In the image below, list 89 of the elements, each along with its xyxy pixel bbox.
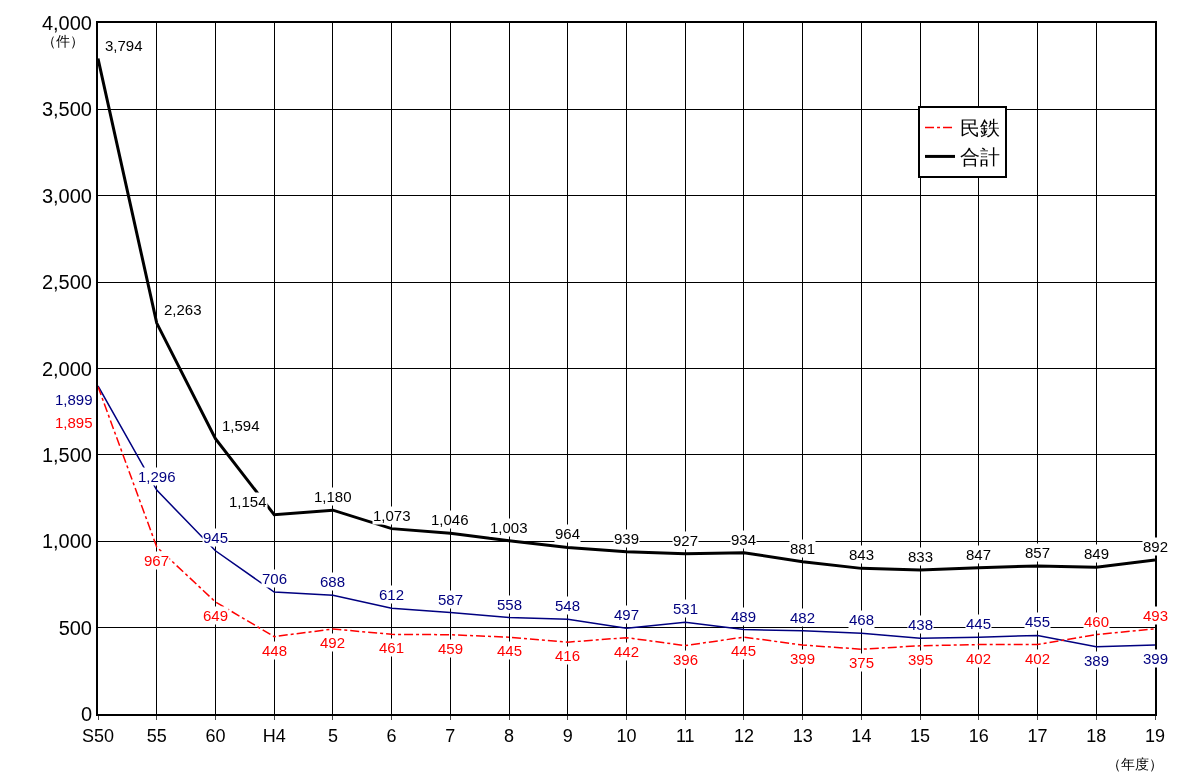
- y-tick-label: 1,500: [41, 443, 92, 466]
- data-label: 833: [908, 548, 934, 565]
- x-tick-label: 7: [445, 725, 456, 746]
- data-label: 706: [262, 570, 288, 587]
- data-label: 531: [673, 600, 699, 617]
- legend-label: 合計: [960, 146, 1001, 169]
- data-label: 558: [497, 596, 523, 613]
- data-label: 460: [1084, 613, 1110, 630]
- data-label: 416: [555, 647, 581, 664]
- y-tick-label: 2,000: [41, 357, 92, 380]
- data-label: 857: [1025, 544, 1051, 561]
- x-tick-label: 5: [327, 725, 338, 746]
- data-label: 3,794: [105, 37, 143, 54]
- data-label: 438: [908, 616, 934, 633]
- x-tick-label: 60: [205, 725, 226, 746]
- data-label: 849: [1084, 545, 1110, 562]
- x-tick-label: 10: [616, 725, 637, 746]
- data-label: 649: [203, 607, 229, 624]
- x-tick-label: 19: [1144, 725, 1166, 746]
- data-label: 1,899: [55, 391, 93, 408]
- text: （件）: [42, 33, 84, 49]
- data-label: 375: [849, 654, 875, 671]
- x-tick-label: 15: [910, 725, 931, 746]
- x-tick-label: 16: [968, 725, 989, 746]
- x-tick-label: 9: [562, 725, 573, 746]
- data-label: 482: [790, 609, 816, 626]
- data-label: 497: [614, 606, 640, 623]
- data-label: 548: [555, 597, 581, 614]
- data-label: 939: [614, 530, 640, 547]
- data-label: 688: [320, 573, 346, 590]
- y-tick-label: 1,000: [41, 530, 92, 553]
- data-label: 1,594: [222, 417, 260, 434]
- x-tick-label: 8: [504, 725, 515, 746]
- data-label: 1,003: [490, 519, 528, 536]
- data-label: 445: [731, 642, 757, 659]
- data-label: 459: [438, 640, 464, 657]
- data-label: 2,263: [164, 301, 202, 318]
- data-label: 945: [203, 529, 229, 546]
- data-label: 964: [555, 525, 581, 542]
- data-label: 612: [379, 586, 405, 603]
- data-label: 448: [262, 642, 288, 659]
- data-label: 442: [614, 643, 640, 660]
- y-tick-label: 3,000: [41, 184, 92, 207]
- data-label: 1,895: [55, 414, 93, 431]
- data-label: 455: [1025, 613, 1051, 630]
- data-label: 395: [908, 651, 934, 668]
- data-label: 402: [966, 650, 992, 667]
- data-label: 847: [966, 546, 992, 563]
- data-label: 492: [320, 634, 346, 651]
- y-tick-label: 0: [80, 703, 92, 725]
- data-label: 399: [790, 650, 816, 667]
- data-label: 493: [1143, 607, 1169, 624]
- x-tick-label: 14: [851, 725, 872, 746]
- data-label: 445: [966, 615, 992, 632]
- x-tick-label: 55: [146, 725, 167, 746]
- y-tick-label: 2,500: [41, 271, 92, 294]
- data-label: 587: [438, 591, 464, 608]
- x-tick-label: H4: [262, 725, 286, 746]
- data-label: 934: [731, 531, 757, 548]
- text: （年度）: [1107, 756, 1163, 772]
- y-tick-label: 3,500: [41, 98, 92, 121]
- data-label: 1,296: [138, 468, 176, 485]
- data-label: 468: [849, 611, 875, 628]
- legend-label: 民鉄: [960, 117, 1001, 140]
- x-tick-label: 6: [386, 725, 397, 746]
- data-label: 1,180: [314, 488, 352, 505]
- x-tick-label: 13: [792, 725, 813, 746]
- data-label: 1,073: [373, 507, 411, 524]
- x-tick-label: 18: [1086, 725, 1107, 746]
- x-tick-label: S50: [81, 725, 115, 746]
- data-label: 396: [673, 651, 699, 668]
- data-label: 399: [1143, 650, 1169, 667]
- x-tick-label: 12: [733, 725, 754, 746]
- data-label: 445: [497, 642, 523, 659]
- y-tick-label: 500: [58, 616, 92, 639]
- data-label: 881: [790, 540, 816, 557]
- data-label: 461: [379, 639, 405, 656]
- y-tick-label: 4,000: [41, 12, 92, 34]
- data-label: 892: [1143, 538, 1169, 555]
- data-label: 1,046: [431, 511, 469, 528]
- x-tick-label: 17: [1027, 725, 1048, 746]
- data-label: 1,154: [229, 493, 267, 510]
- data-label: 843: [849, 546, 875, 563]
- data-label: 402: [1025, 650, 1051, 667]
- x-tick-label: 11: [675, 725, 695, 746]
- data-label: 489: [731, 608, 757, 625]
- data-label: 927: [673, 532, 699, 549]
- data-label: 967: [144, 552, 170, 569]
- data-label: 389: [1084, 652, 1110, 669]
